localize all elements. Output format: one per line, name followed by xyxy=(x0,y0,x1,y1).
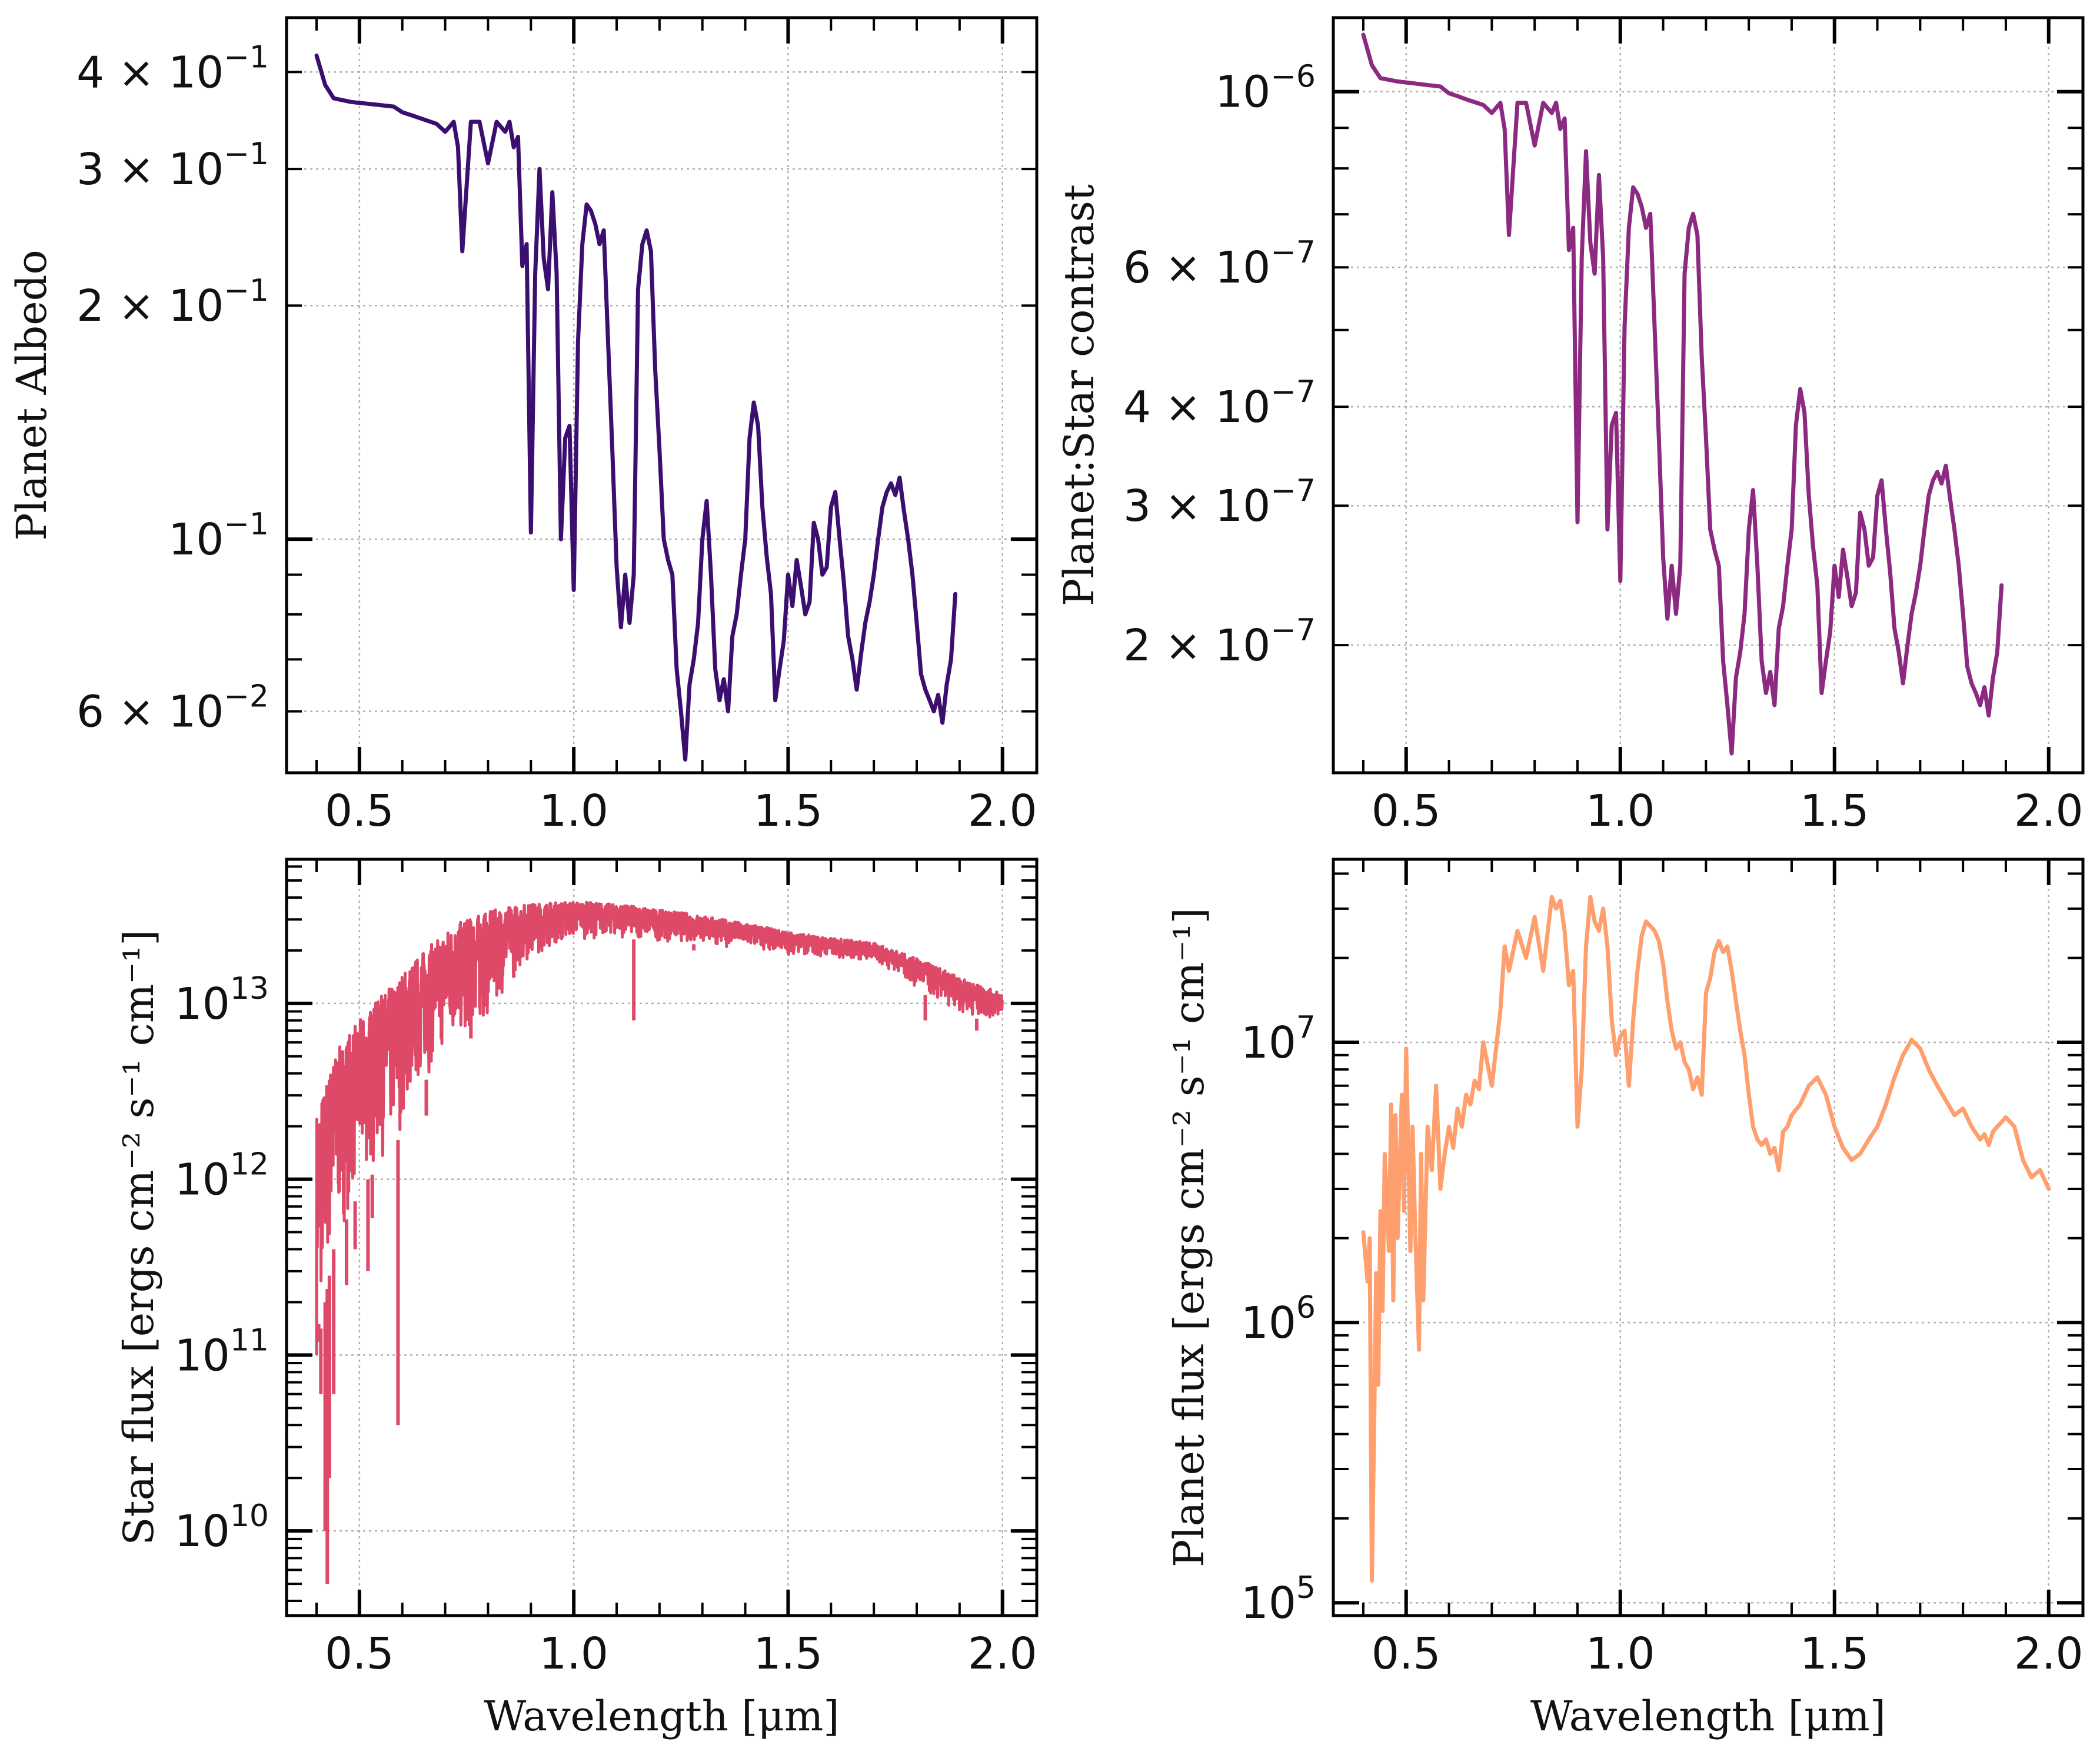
x-tick-label: 1.0 xyxy=(539,786,608,836)
panel-planetflux: 0.5 1.0 1.5 2.0 105 106 107 Planet flux [ergs c… xyxy=(1165,858,2085,1740)
y-tick-label: 2 × 10−1 xyxy=(76,273,269,331)
panel-albedo: 0.5 1.0 1.5 2.0 10−1 6 × 10−2 2 × 10−1 3 × 10−1… xyxy=(8,16,1039,836)
x-axis-label: Wavelength [μm] xyxy=(484,1692,839,1740)
y-tick-label: 6 × 10−2 xyxy=(76,679,269,737)
x-tick-label: 2.0 xyxy=(968,786,1037,836)
x-tick-label: 1.5 xyxy=(1800,1629,1869,1679)
y-tick-label: 6 × 10−7 xyxy=(1123,235,1316,293)
y-tick-label: 10−6 xyxy=(1215,59,1316,118)
y-tick-label: 3 × 10−1 xyxy=(76,137,269,195)
x-tick-label: 2.0 xyxy=(968,1629,1037,1679)
panel-contrast: 0.5 1.0 1.5 2.0 10−6 2 × 10−7 3 × 10−7 4 × 10−7… xyxy=(1055,16,2085,836)
axes-frame xyxy=(285,16,1039,775)
x-tick-label: 0.5 xyxy=(1372,786,1441,836)
y-tick-label: 1010 xyxy=(175,1498,269,1557)
y-axis-label: Planet Albedo xyxy=(8,250,56,540)
x-tick-label: 2.0 xyxy=(2014,786,2084,836)
y-tick-label: 1012 xyxy=(175,1147,269,1205)
y-tick-label: 106 xyxy=(1241,1290,1316,1348)
x-tick-label: 0.5 xyxy=(325,786,394,836)
axes-frame xyxy=(285,858,1039,1617)
y-tick-label: 4 × 10−1 xyxy=(76,39,269,98)
y-tick-label: 10−1 xyxy=(168,507,269,565)
x-tick-label: 2.0 xyxy=(2014,1629,2084,1679)
y-tick-label: 3 × 10−7 xyxy=(1123,473,1316,531)
y-tick-label: 4 × 10−7 xyxy=(1123,374,1316,433)
series-line-contrast xyxy=(1361,32,2004,756)
x-tick-label: 1.0 xyxy=(1586,1629,1655,1679)
x-tick-label: 0.5 xyxy=(325,1629,394,1679)
axes-frame xyxy=(1332,16,2085,775)
series-line-starflux xyxy=(315,900,1004,1355)
x-tick-label: 1.0 xyxy=(539,1629,608,1679)
x-axis-label: Wavelength [μm] xyxy=(1530,1692,1886,1740)
series-line-albedo xyxy=(314,53,958,762)
y-tick-label: 1013 xyxy=(175,971,269,1029)
y-tick-label: 2 × 10−7 xyxy=(1123,613,1316,671)
y-tick-label: 107 xyxy=(1241,1010,1316,1068)
x-tick-label: 1.5 xyxy=(1800,786,1869,836)
series-line-planetflux xyxy=(1361,895,2051,1583)
x-tick-label: 0.5 xyxy=(1372,1629,1441,1679)
x-tick-label: 1.0 xyxy=(1586,786,1655,836)
y-tick-label: 1011 xyxy=(175,1322,269,1381)
y-tick-label: 105 xyxy=(1241,1570,1316,1629)
x-tick-label: 1.5 xyxy=(754,1629,823,1679)
y-axis-label: Planet flux [ergs cm⁻² s⁻¹ cm⁻¹] xyxy=(1165,908,1213,1567)
axes-frame xyxy=(1332,858,2085,1617)
y-axis-label: Star flux [ergs cm⁻² s⁻¹ cm⁻¹] xyxy=(115,929,163,1545)
x-tick-label: 1.5 xyxy=(754,786,823,836)
y-axis-label: Planet:Star contrast xyxy=(1055,184,1103,606)
